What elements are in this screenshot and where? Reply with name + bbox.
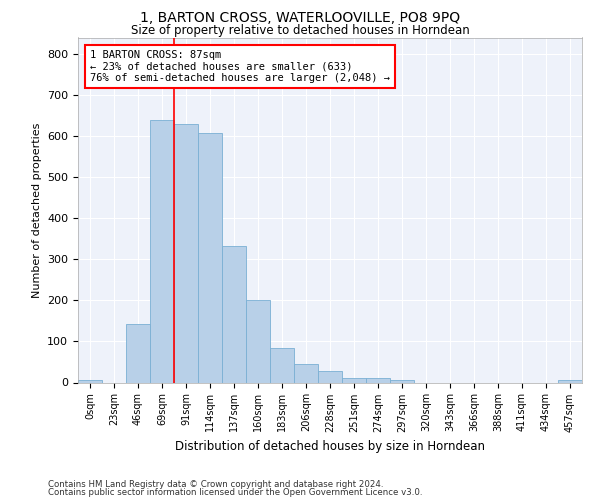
Text: Size of property relative to detached houses in Horndean: Size of property relative to detached ho…	[131, 24, 469, 37]
Bar	[246, 300, 270, 382]
Text: 1 BARTON CROSS: 87sqm
← 23% of detached houses are smaller (633)
76% of semi-det: 1 BARTON CROSS: 87sqm ← 23% of detached …	[90, 50, 390, 83]
Text: Contains public sector information licensed under the Open Government Licence v3: Contains public sector information licen…	[48, 488, 422, 497]
Bar	[342, 378, 366, 382]
Text: Contains HM Land Registry data © Crown copyright and database right 2024.: Contains HM Land Registry data © Crown c…	[48, 480, 383, 489]
Bar	[222, 246, 246, 382]
Bar	[366, 378, 390, 382]
Bar	[78, 380, 102, 382]
Bar	[174, 124, 198, 382]
Bar	[294, 364, 318, 382]
Bar	[150, 120, 174, 382]
Bar	[390, 380, 414, 382]
Text: 1, BARTON CROSS, WATERLOOVILLE, PO8 9PQ: 1, BARTON CROSS, WATERLOOVILLE, PO8 9PQ	[140, 11, 460, 25]
Bar	[198, 133, 222, 382]
Bar	[558, 380, 582, 382]
Bar	[318, 371, 342, 382]
Y-axis label: Number of detached properties: Number of detached properties	[32, 122, 41, 298]
Bar	[126, 324, 150, 382]
X-axis label: Distribution of detached houses by size in Horndean: Distribution of detached houses by size …	[175, 440, 485, 453]
Bar	[270, 348, 294, 382]
